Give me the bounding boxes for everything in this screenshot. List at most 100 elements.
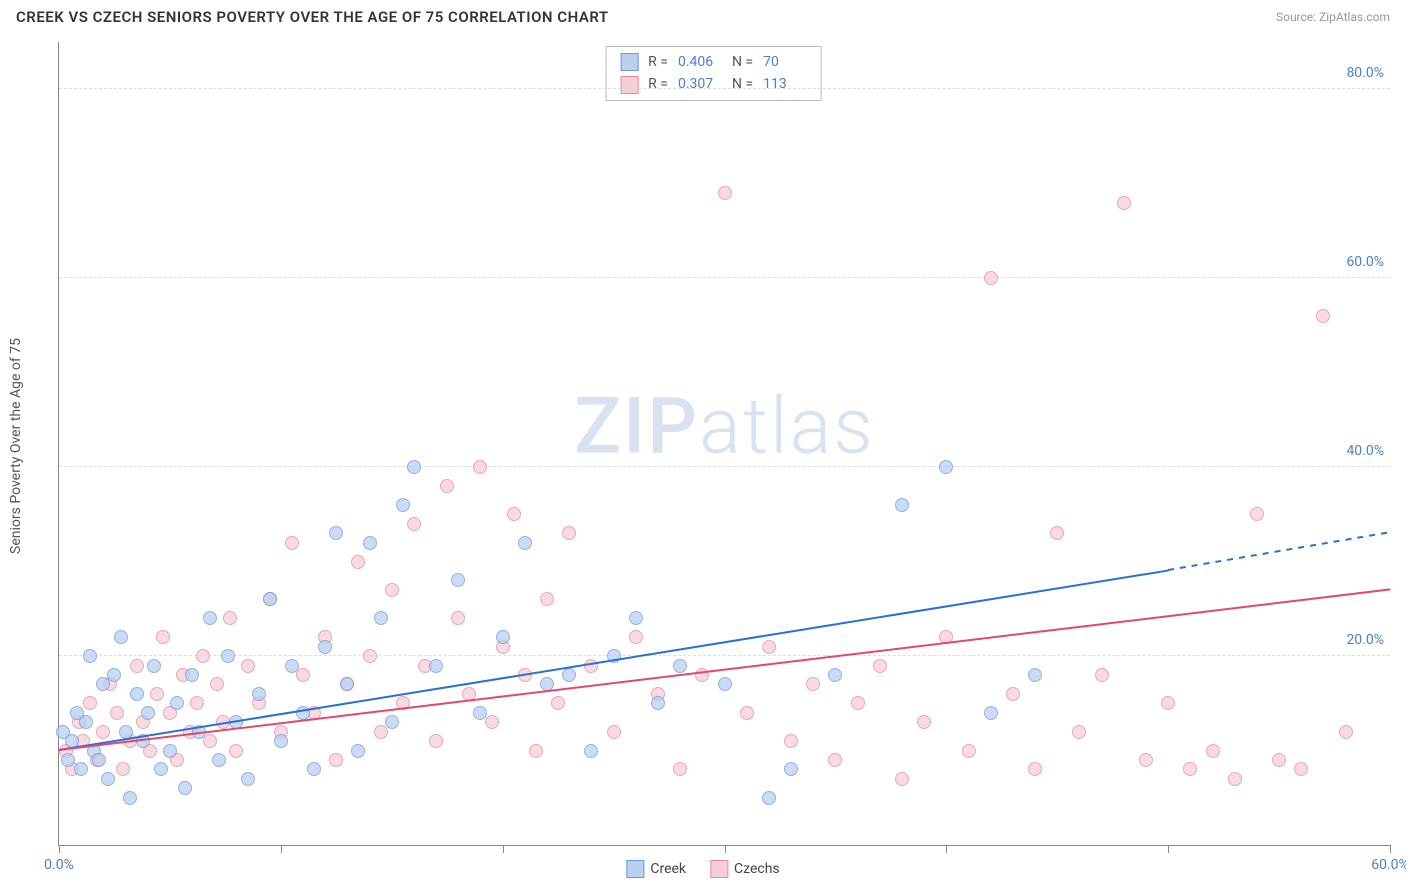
data-point bbox=[806, 677, 820, 691]
data-point bbox=[114, 630, 128, 644]
data-point bbox=[1228, 772, 1242, 786]
data-point bbox=[203, 734, 217, 748]
data-point bbox=[551, 696, 565, 710]
stats-row: R =0.406N =70 bbox=[620, 51, 807, 73]
data-point bbox=[101, 772, 115, 786]
data-point bbox=[147, 659, 161, 673]
data-point bbox=[562, 526, 576, 540]
data-point bbox=[163, 744, 177, 758]
data-point bbox=[210, 677, 224, 691]
data-point bbox=[851, 696, 865, 710]
legend-item: Czechs bbox=[710, 860, 780, 878]
data-point bbox=[241, 659, 255, 673]
x-tick bbox=[1168, 845, 1169, 853]
data-point bbox=[1072, 725, 1086, 739]
data-point bbox=[1095, 668, 1109, 682]
data-point bbox=[1161, 696, 1175, 710]
r-value: 0.307 bbox=[678, 73, 722, 95]
data-point bbox=[285, 659, 299, 673]
data-point bbox=[396, 498, 410, 512]
trend-line bbox=[59, 588, 1390, 751]
x-tick bbox=[1390, 845, 1391, 853]
data-point bbox=[673, 762, 687, 776]
y-tick-label: 40.0% bbox=[1346, 443, 1384, 459]
data-point bbox=[540, 592, 554, 606]
data-point bbox=[307, 762, 321, 776]
r-label: R = bbox=[648, 51, 668, 73]
data-point bbox=[329, 526, 343, 540]
data-point bbox=[1028, 668, 1042, 682]
data-point bbox=[629, 630, 643, 644]
data-point bbox=[828, 753, 842, 767]
data-point bbox=[1050, 526, 1064, 540]
data-point bbox=[229, 744, 243, 758]
y-tick-label: 80.0% bbox=[1346, 65, 1384, 81]
data-point bbox=[154, 762, 168, 776]
data-point bbox=[473, 706, 487, 720]
data-point bbox=[223, 611, 237, 625]
data-point bbox=[274, 734, 288, 748]
data-point bbox=[962, 744, 976, 758]
data-point bbox=[895, 498, 909, 512]
data-point bbox=[762, 791, 776, 805]
data-point bbox=[518, 536, 532, 550]
data-point bbox=[74, 762, 88, 776]
data-point bbox=[130, 659, 144, 673]
data-point bbox=[363, 536, 377, 550]
data-point bbox=[252, 687, 266, 701]
data-point bbox=[107, 668, 121, 682]
data-point bbox=[374, 611, 388, 625]
data-point bbox=[607, 725, 621, 739]
data-point bbox=[1316, 309, 1330, 323]
x-tick-label: 0.0% bbox=[44, 857, 74, 873]
data-point bbox=[96, 725, 110, 739]
n-label: N = bbox=[732, 73, 753, 95]
data-point bbox=[407, 460, 421, 474]
data-point bbox=[1117, 196, 1131, 210]
data-point bbox=[1272, 753, 1286, 767]
data-point bbox=[873, 659, 887, 673]
data-point bbox=[529, 744, 543, 758]
gridline bbox=[59, 466, 1390, 467]
data-point bbox=[318, 640, 332, 654]
data-point bbox=[296, 668, 310, 682]
data-point bbox=[110, 706, 124, 720]
data-point bbox=[351, 555, 365, 569]
series-legend: CreekCzechs bbox=[626, 860, 779, 878]
data-point bbox=[150, 687, 164, 701]
data-point bbox=[329, 753, 343, 767]
stats-row: R =0.307N =113 bbox=[620, 73, 807, 95]
data-point bbox=[83, 649, 97, 663]
data-point bbox=[1006, 687, 1020, 701]
x-tick bbox=[503, 845, 504, 853]
y-tick-label: 60.0% bbox=[1346, 254, 1384, 270]
data-point bbox=[1139, 753, 1153, 767]
data-point bbox=[1339, 725, 1353, 739]
data-point bbox=[984, 706, 998, 720]
legend-swatch bbox=[626, 860, 644, 878]
data-point bbox=[407, 517, 421, 531]
data-point bbox=[496, 630, 510, 644]
data-point bbox=[984, 271, 998, 285]
data-point bbox=[263, 592, 277, 606]
source-link[interactable]: ZipAtlas.com bbox=[1319, 10, 1390, 24]
x-tick bbox=[725, 845, 726, 853]
data-point bbox=[285, 536, 299, 550]
data-point bbox=[1028, 762, 1042, 776]
data-point bbox=[123, 791, 137, 805]
gridline bbox=[59, 88, 1390, 89]
data-point bbox=[61, 753, 75, 767]
data-point bbox=[784, 734, 798, 748]
data-point bbox=[92, 753, 106, 767]
x-tick bbox=[59, 845, 60, 853]
data-point bbox=[562, 668, 576, 682]
r-label: R = bbox=[648, 73, 668, 95]
header: CREEK VS CZECH SENIORS POVERTY OVER THE … bbox=[0, 0, 1406, 30]
data-point bbox=[141, 706, 155, 720]
data-point bbox=[196, 649, 210, 663]
gridline bbox=[59, 655, 1390, 656]
x-tick bbox=[281, 845, 282, 853]
x-tick bbox=[946, 845, 947, 853]
data-point bbox=[429, 659, 443, 673]
data-point bbox=[212, 753, 226, 767]
